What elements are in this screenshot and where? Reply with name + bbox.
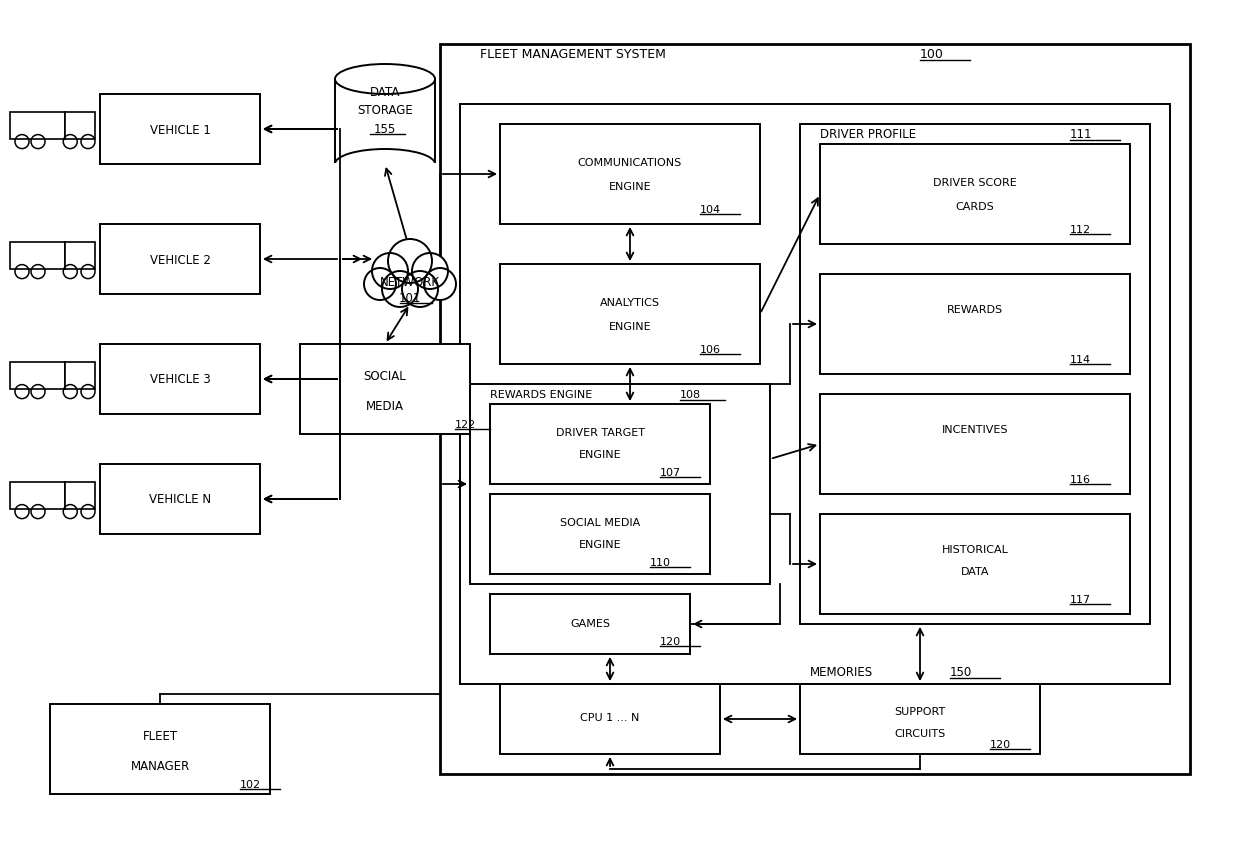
FancyBboxPatch shape bbox=[500, 265, 760, 365]
Circle shape bbox=[424, 268, 456, 300]
Text: 117: 117 bbox=[1070, 594, 1091, 604]
Text: REWARDS ENGINE: REWARDS ENGINE bbox=[490, 390, 593, 399]
Text: FLEET MANAGEMENT SYSTEM: FLEET MANAGEMENT SYSTEM bbox=[480, 48, 666, 62]
Text: 114: 114 bbox=[1070, 354, 1091, 365]
FancyBboxPatch shape bbox=[820, 394, 1130, 495]
Text: INCENTIVES: INCENTIVES bbox=[941, 425, 1008, 435]
Bar bbox=[10, 112, 66, 139]
Circle shape bbox=[365, 268, 396, 300]
Text: CIRCUITS: CIRCUITS bbox=[894, 728, 946, 738]
Text: 116: 116 bbox=[1070, 474, 1091, 484]
FancyBboxPatch shape bbox=[300, 344, 470, 435]
Text: MANAGER: MANAGER bbox=[130, 759, 190, 771]
Text: 112: 112 bbox=[1070, 225, 1091, 235]
Bar bbox=[66, 112, 95, 139]
Bar bbox=[66, 362, 95, 389]
Text: ENGINE: ENGINE bbox=[579, 450, 621, 459]
FancyBboxPatch shape bbox=[490, 594, 689, 654]
Bar bbox=[10, 362, 66, 389]
Text: NETWORK: NETWORK bbox=[379, 276, 440, 289]
Text: ENGINE: ENGINE bbox=[609, 322, 651, 332]
Text: 108: 108 bbox=[680, 390, 701, 399]
Text: VEHICLE N: VEHICLE N bbox=[149, 493, 211, 506]
Bar bbox=[334, 164, 436, 181]
Bar bbox=[10, 242, 66, 269]
FancyBboxPatch shape bbox=[500, 125, 760, 225]
FancyBboxPatch shape bbox=[470, 385, 770, 584]
FancyBboxPatch shape bbox=[100, 464, 260, 534]
Text: 110: 110 bbox=[650, 557, 671, 567]
Text: 102: 102 bbox=[241, 779, 262, 789]
Bar bbox=[66, 482, 95, 509]
Text: MEDIA: MEDIA bbox=[366, 399, 404, 412]
Text: ANALYTICS: ANALYTICS bbox=[600, 298, 660, 307]
Text: FLEET: FLEET bbox=[143, 729, 177, 742]
FancyBboxPatch shape bbox=[820, 514, 1130, 614]
FancyBboxPatch shape bbox=[490, 495, 711, 574]
Text: MEMORIES: MEMORIES bbox=[810, 666, 873, 679]
FancyBboxPatch shape bbox=[100, 344, 260, 414]
Text: 104: 104 bbox=[701, 205, 722, 214]
Text: VEHICLE 2: VEHICLE 2 bbox=[150, 253, 211, 266]
Text: DATA: DATA bbox=[370, 86, 401, 100]
FancyBboxPatch shape bbox=[800, 684, 1040, 754]
FancyBboxPatch shape bbox=[500, 684, 720, 754]
Text: REWARDS: REWARDS bbox=[947, 305, 1003, 315]
Text: VEHICLE 1: VEHICLE 1 bbox=[150, 123, 211, 137]
Text: CARDS: CARDS bbox=[956, 202, 994, 212]
Ellipse shape bbox=[335, 150, 435, 180]
FancyBboxPatch shape bbox=[820, 145, 1130, 245]
Circle shape bbox=[402, 272, 438, 307]
Text: DRIVER TARGET: DRIVER TARGET bbox=[556, 428, 645, 437]
Text: 107: 107 bbox=[660, 468, 681, 478]
Text: 101: 101 bbox=[399, 291, 422, 304]
Text: DATA: DATA bbox=[961, 566, 990, 576]
Bar bbox=[66, 242, 95, 269]
FancyBboxPatch shape bbox=[800, 125, 1149, 625]
Ellipse shape bbox=[335, 65, 435, 95]
Circle shape bbox=[372, 254, 408, 289]
Text: 120: 120 bbox=[990, 739, 1011, 749]
FancyBboxPatch shape bbox=[490, 404, 711, 484]
Bar bbox=[335, 80, 435, 165]
FancyBboxPatch shape bbox=[820, 274, 1130, 375]
FancyBboxPatch shape bbox=[460, 105, 1171, 684]
Circle shape bbox=[412, 254, 448, 289]
Circle shape bbox=[388, 240, 432, 284]
Text: CPU 1 ... N: CPU 1 ... N bbox=[580, 712, 640, 722]
FancyBboxPatch shape bbox=[100, 225, 260, 295]
Circle shape bbox=[382, 272, 418, 307]
Text: 120: 120 bbox=[660, 636, 681, 647]
Text: 111: 111 bbox=[1070, 128, 1092, 141]
Text: 155: 155 bbox=[374, 122, 396, 135]
Text: STORAGE: STORAGE bbox=[357, 105, 413, 117]
Text: DRIVER PROFILE: DRIVER PROFILE bbox=[820, 128, 916, 141]
FancyBboxPatch shape bbox=[100, 95, 260, 165]
FancyBboxPatch shape bbox=[440, 45, 1190, 774]
Text: VEHICLE 3: VEHICLE 3 bbox=[150, 373, 211, 386]
Text: ENGINE: ENGINE bbox=[609, 181, 651, 192]
Text: 122: 122 bbox=[455, 419, 476, 430]
Text: 100: 100 bbox=[920, 48, 944, 62]
Text: SOCIAL: SOCIAL bbox=[363, 370, 407, 382]
Bar bbox=[10, 482, 66, 509]
Text: DRIVER SCORE: DRIVER SCORE bbox=[934, 178, 1017, 187]
FancyBboxPatch shape bbox=[50, 704, 270, 794]
Text: COMMUNICATIONS: COMMUNICATIONS bbox=[578, 158, 682, 168]
Text: ENGINE: ENGINE bbox=[579, 539, 621, 549]
Text: SOCIAL MEDIA: SOCIAL MEDIA bbox=[560, 517, 640, 528]
Text: 106: 106 bbox=[701, 344, 720, 354]
Text: 150: 150 bbox=[950, 666, 972, 679]
Text: GAMES: GAMES bbox=[570, 619, 610, 628]
Text: HISTORICAL: HISTORICAL bbox=[941, 544, 1008, 555]
Text: SUPPORT: SUPPORT bbox=[894, 706, 946, 717]
